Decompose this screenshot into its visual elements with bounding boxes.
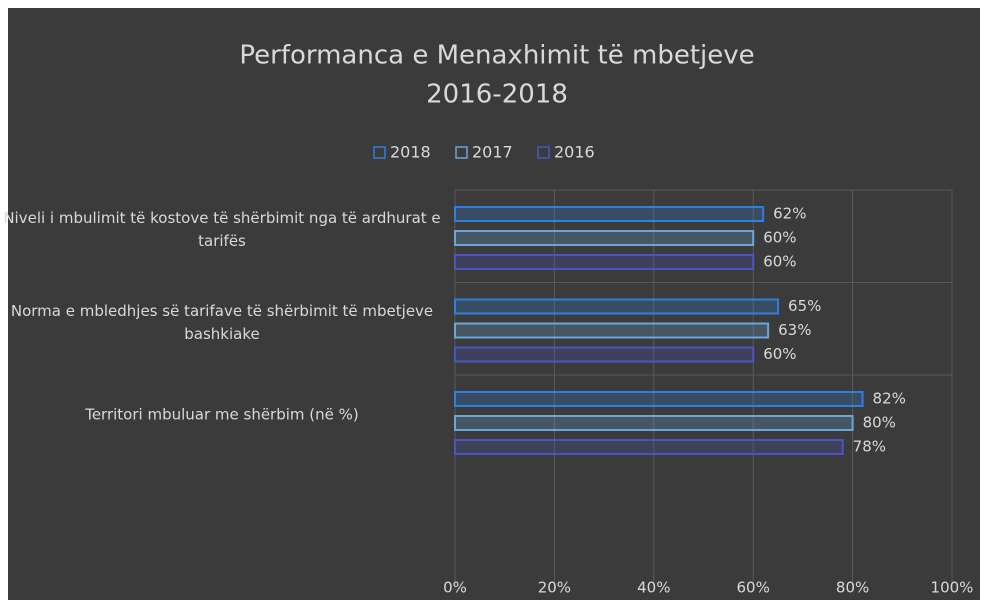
legend-swatch [537,146,550,159]
bar [454,254,755,270]
bar [454,206,765,222]
data-label: 60% [763,345,796,363]
data-label: 65% [788,297,821,315]
data-label: 63% [778,321,811,339]
data-label: 78% [853,438,886,456]
data-label: 82% [873,390,906,408]
legend-swatch [455,146,468,159]
data-label: 60% [763,229,796,247]
x-tick-label: 60% [737,579,770,597]
x-tick-label: 80% [836,579,869,597]
bar [454,415,854,431]
x-tick-label: 20% [538,579,571,597]
data-label: 80% [863,414,896,432]
data-label: 60% [763,253,796,271]
x-tick-label: 0% [443,579,467,597]
bar [454,391,864,407]
legend-label: 2017 [472,143,513,162]
bar [454,346,755,363]
bar [454,298,780,315]
x-tick-label: 40% [637,579,670,597]
bar [454,439,844,455]
y-tick-label: Norma e mbledhjes së tarifave të shërbim… [10,301,434,343]
bar [454,322,770,339]
x-tick-label: 100% [931,579,974,597]
legend-label: 2016 [554,143,595,162]
legend-label: 2018 [390,143,431,162]
y-tick-label: Territori mbuluar me shërbim (në %) [85,405,359,424]
bar [454,230,755,246]
y-tick-label: Niveli i mbulimit të kostove të shërbimi… [3,209,441,251]
chart-title: 2016-2018 [426,80,568,110]
chart-background [8,8,980,600]
chart-title: Performanca e Menaxhimit të mbetjeve [239,41,754,71]
data-label: 62% [773,205,806,223]
legend-swatch [373,146,386,159]
